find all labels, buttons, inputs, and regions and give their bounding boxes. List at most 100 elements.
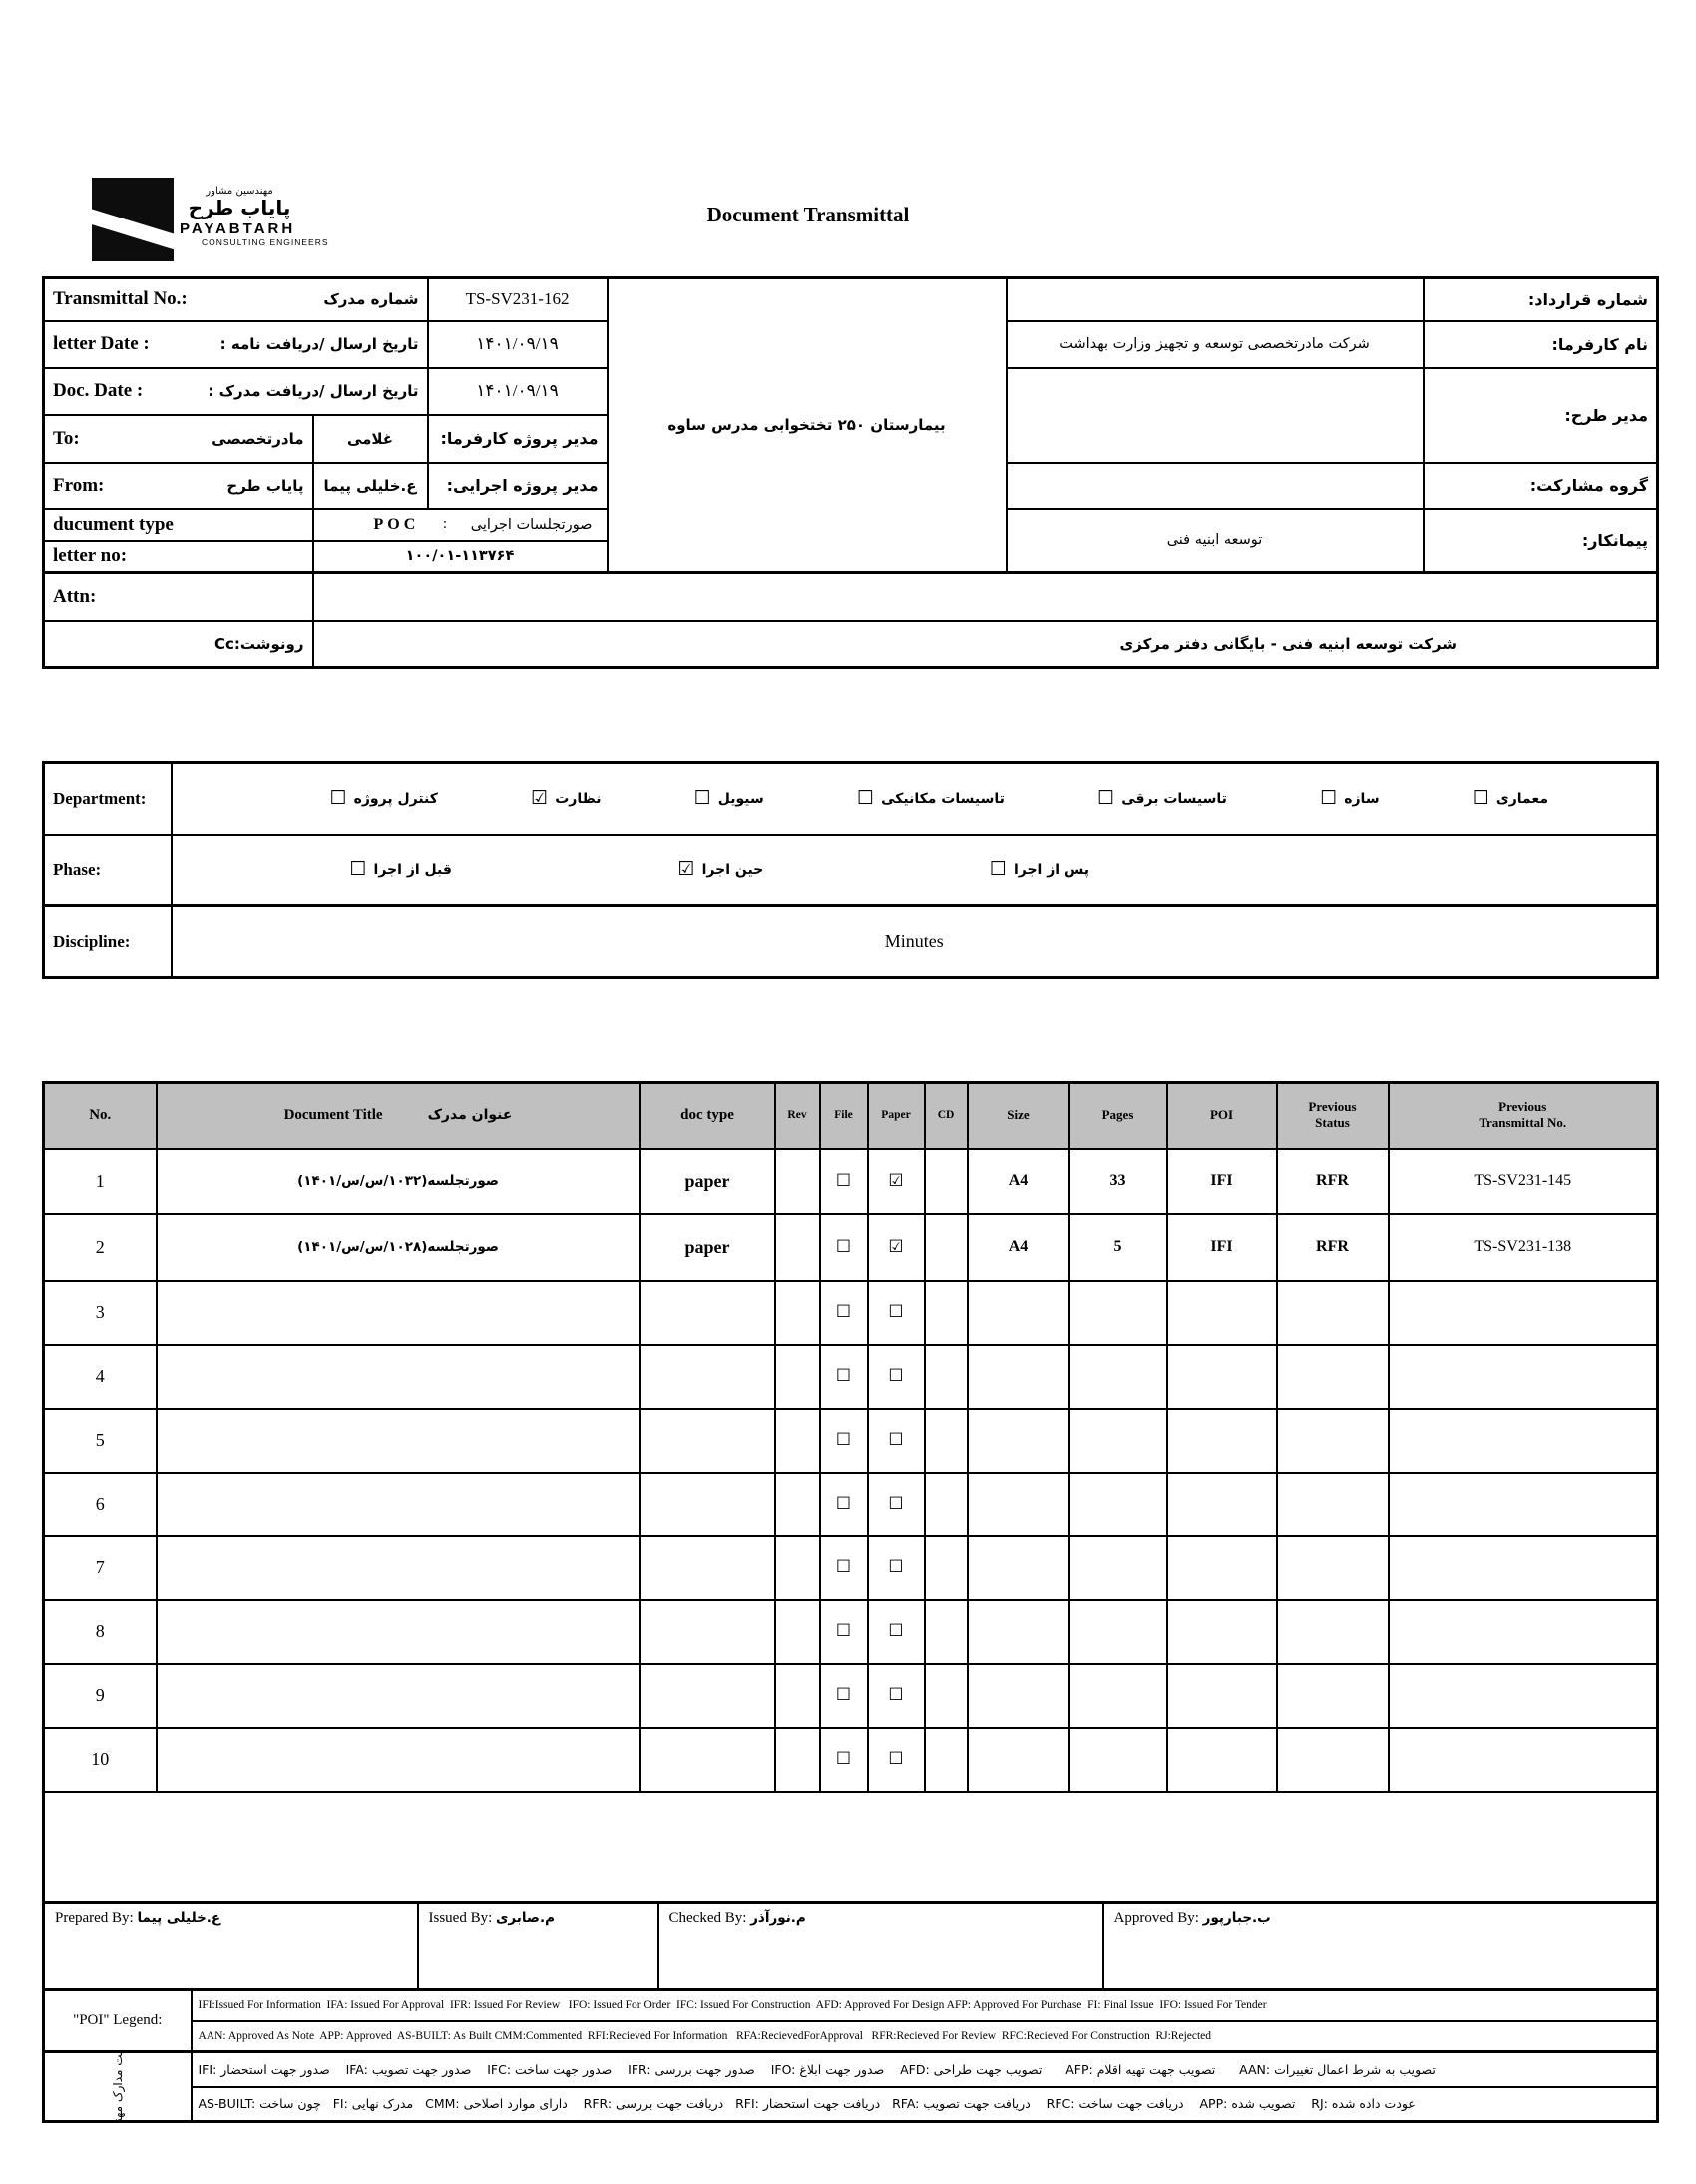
phase-option-during: ☑ حین اجرا — [677, 858, 764, 881]
row1-file-checkbox[interactable]: ☐ — [818, 1147, 869, 1215]
checkbox-civil[interactable]: ☐ — [693, 787, 711, 810]
client-value: شرکت مادرتخصصی توسعه و تجهیز وزارت بهداش… — [1005, 319, 1425, 369]
fa-legend-table: موقعیت مدارک مهندسی IFI: صدور جهت استحضا… — [42, 2050, 1659, 2123]
transmittal-info-table: Transmittal No.: شماره مدرک TS-SV231-162… — [42, 276, 1660, 669]
row9-file-checkbox[interactable]: ☐ — [818, 1662, 869, 1729]
row8-paper-checkbox[interactable]: ☐ — [866, 1598, 926, 1665]
from-value-fa: پایاب طرح — [226, 476, 304, 495]
row7-file-checkbox[interactable]: ☐ — [818, 1534, 869, 1601]
checkbox-structure[interactable]: ☐ — [1320, 787, 1338, 810]
checkbox-project-control[interactable]: ☐ — [329, 787, 347, 810]
table-row: 6 ☐ ☐ — [42, 1471, 1659, 1537]
row6-file-checkbox[interactable]: ☐ — [818, 1471, 869, 1537]
doc-date-label-cell: Doc. Date : تاریخ ارسال /دریافت مدرک : — [42, 366, 429, 416]
header-pages: Pages — [1067, 1081, 1168, 1150]
row3-file-checkbox[interactable]: ☐ — [818, 1279, 869, 1346]
document-list-table: No. Document Title عنوان مدرک doc type R… — [42, 1081, 1659, 1904]
row5-paper-checkbox[interactable]: ☐ — [866, 1407, 926, 1474]
checkbox-supervision-checked[interactable]: ☑ — [531, 787, 549, 810]
approved-by-label: Approved By: — [1113, 1910, 1199, 1926]
doc-date-label-fa: تاریخ ارسال /دریافت مدرک : — [208, 382, 419, 400]
contract-no-value — [1005, 276, 1425, 322]
row10-file-checkbox[interactable]: ☐ — [818, 1726, 869, 1793]
signature-table: Prepared By: ع.خلیلی پیما Issued By: م.ص… — [42, 1901, 1659, 1991]
from-label-en: From: — [53, 474, 105, 496]
prepared-by-cell: Prepared By: ع.خلیلی پیما — [42, 1901, 419, 1991]
row7-paper-checkbox[interactable]: ☐ — [866, 1534, 926, 1601]
header-no: No. — [42, 1081, 158, 1150]
contractor-value: توسعه ابنیه فنی — [1005, 507, 1425, 574]
department-option-memari: ☐ معماری — [1472, 787, 1548, 810]
phase-option-before: ☐ قبل از اجرا — [349, 858, 452, 881]
checked-by-label: Checked By: — [668, 1910, 747, 1926]
doc-date-value: ۱۴۰۱/۰۹/۱۹ — [426, 366, 609, 416]
prepared-by-label: Prepared By: — [55, 1910, 134, 1926]
phase-label: Phase: — [42, 833, 173, 907]
document-type-label-cell: ducument type — [42, 507, 314, 542]
table-row: 7 ☐ ☐ — [42, 1534, 1659, 1601]
row2-file-checkbox[interactable]: ☐ — [818, 1212, 869, 1282]
fa-legend-line2: AS-BUILT: چون ساخت FI: مدرک نهایی CMM: د… — [190, 2085, 1659, 2123]
from-person-name: ع.خلیلی پیما — [311, 461, 429, 510]
header-paper: Paper — [866, 1081, 926, 1150]
department-option-electrical: ☐ تاسیسات برقی — [1097, 787, 1227, 810]
checkbox-electrical[interactable]: ☐ — [1097, 787, 1115, 810]
letter-date-label-en: letter Date : — [53, 333, 150, 354]
project-name-cell: بیمارستان ۲۵۰ تختخوابی مدرس ساوه — [606, 276, 1008, 574]
row8-file-checkbox[interactable]: ☐ — [818, 1598, 869, 1665]
checkbox-during-execution-checked[interactable]: ☑ — [677, 858, 695, 881]
to-person-name: غلامی — [311, 413, 429, 464]
approved-by-cell: Approved By: ب.جبارپور — [1101, 1901, 1659, 1991]
table-row: 1 صورتجلسه(۱۰۳۲/س/س/۱۴۰۱) paper ☐ ☑ A4 3… — [42, 1147, 1659, 1215]
poi-legend-line2: AAN: Approved As Note APP: Approved AS-B… — [190, 2019, 1659, 2053]
checkbox-mechanical[interactable]: ☐ — [857, 787, 875, 810]
department-options-cell: ☐ معماری ☐ سازه ☐ تاسیسات برقی ☐ تاسیسات… — [170, 761, 1659, 836]
logo-name-en: PAYABTARH — [180, 220, 296, 237]
header-doc-type: doc type — [638, 1081, 776, 1150]
row2-paper-checkbox[interactable]: ☑ — [866, 1212, 926, 1282]
remarks-empty-area — [42, 1790, 1659, 1904]
checkbox-architecture[interactable]: ☐ — [1472, 787, 1489, 810]
company-logo — [92, 178, 174, 261]
row10-paper-checkbox[interactable]: ☐ — [866, 1726, 926, 1793]
department-option-supervision: ☑ نظارت — [531, 787, 602, 810]
logo-subtitle-en: CONSULTING ENGINEERS — [202, 237, 329, 247]
logo-name-fa: پایاب طرح — [188, 196, 291, 219]
document-type-value-cell: POC : صورتجلسات اجرایی — [311, 507, 609, 542]
row4-file-checkbox[interactable]: ☐ — [818, 1343, 869, 1410]
letter-no-label-cell: letter no: — [42, 539, 314, 574]
header-poi: POI — [1165, 1081, 1278, 1150]
poi-legend-table: "POI" Legend: IFI:Issued For Information… — [42, 1988, 1659, 2053]
table-row: 9 ☐ ☐ — [42, 1662, 1659, 1729]
issued-by-name: م.صابری — [496, 1910, 555, 1926]
letter-date-label-fa: تاریخ ارسال /دریافت نامه : — [219, 335, 419, 353]
phase-option-after: ☐ پس از اجرا — [989, 858, 1089, 881]
table-row: 10 ☐ ☐ — [42, 1726, 1659, 1793]
row1-paper-checkbox[interactable]: ☑ — [866, 1147, 926, 1215]
row9-paper-checkbox[interactable]: ☐ — [866, 1662, 926, 1729]
row6-paper-checkbox[interactable]: ☐ — [866, 1471, 926, 1537]
prepared-by-name: ع.خلیلی پیما — [137, 1910, 221, 1926]
transmittal-no-label-en: Transmittal No.: — [53, 288, 188, 310]
header-document-title: Document Title عنوان مدرک — [155, 1081, 641, 1150]
design-manager-label: مدیر طرح: — [1422, 366, 1659, 464]
jv-group-value — [1005, 461, 1425, 510]
checkbox-before-execution[interactable]: ☐ — [349, 858, 367, 881]
client-label: نام کارفرما: — [1422, 319, 1659, 369]
row3-paper-checkbox[interactable]: ☐ — [866, 1279, 926, 1346]
letter-date-value: ۱۴۰۱/۰۹/۱۹ — [426, 319, 609, 369]
row4-paper-checkbox[interactable]: ☐ — [866, 1343, 926, 1410]
checked-by-name: م.نورآذر — [750, 1910, 806, 1926]
document-type-label-en: ducument type — [53, 513, 174, 535]
fa-legend-label-cell: موقعیت مدارک مهندسی — [42, 2050, 193, 2123]
row5-file-checkbox[interactable]: ☐ — [818, 1407, 869, 1474]
checkbox-after-execution[interactable]: ☐ — [989, 858, 1007, 881]
from-role-label: مدیر پروژه اجرایی: — [426, 461, 609, 510]
document-type-fa: صورتجلسات اجرایی — [470, 516, 593, 533]
attn-label-en: Attn: — [53, 585, 97, 607]
checked-by-cell: Checked By: م.نورآذر — [656, 1901, 1104, 1991]
fa-legend-label: موقعیت مدارک مهندسی — [110, 2051, 125, 2122]
table-row: 8 ☐ ☐ — [42, 1598, 1659, 1665]
to-label-en: To: — [53, 427, 80, 449]
